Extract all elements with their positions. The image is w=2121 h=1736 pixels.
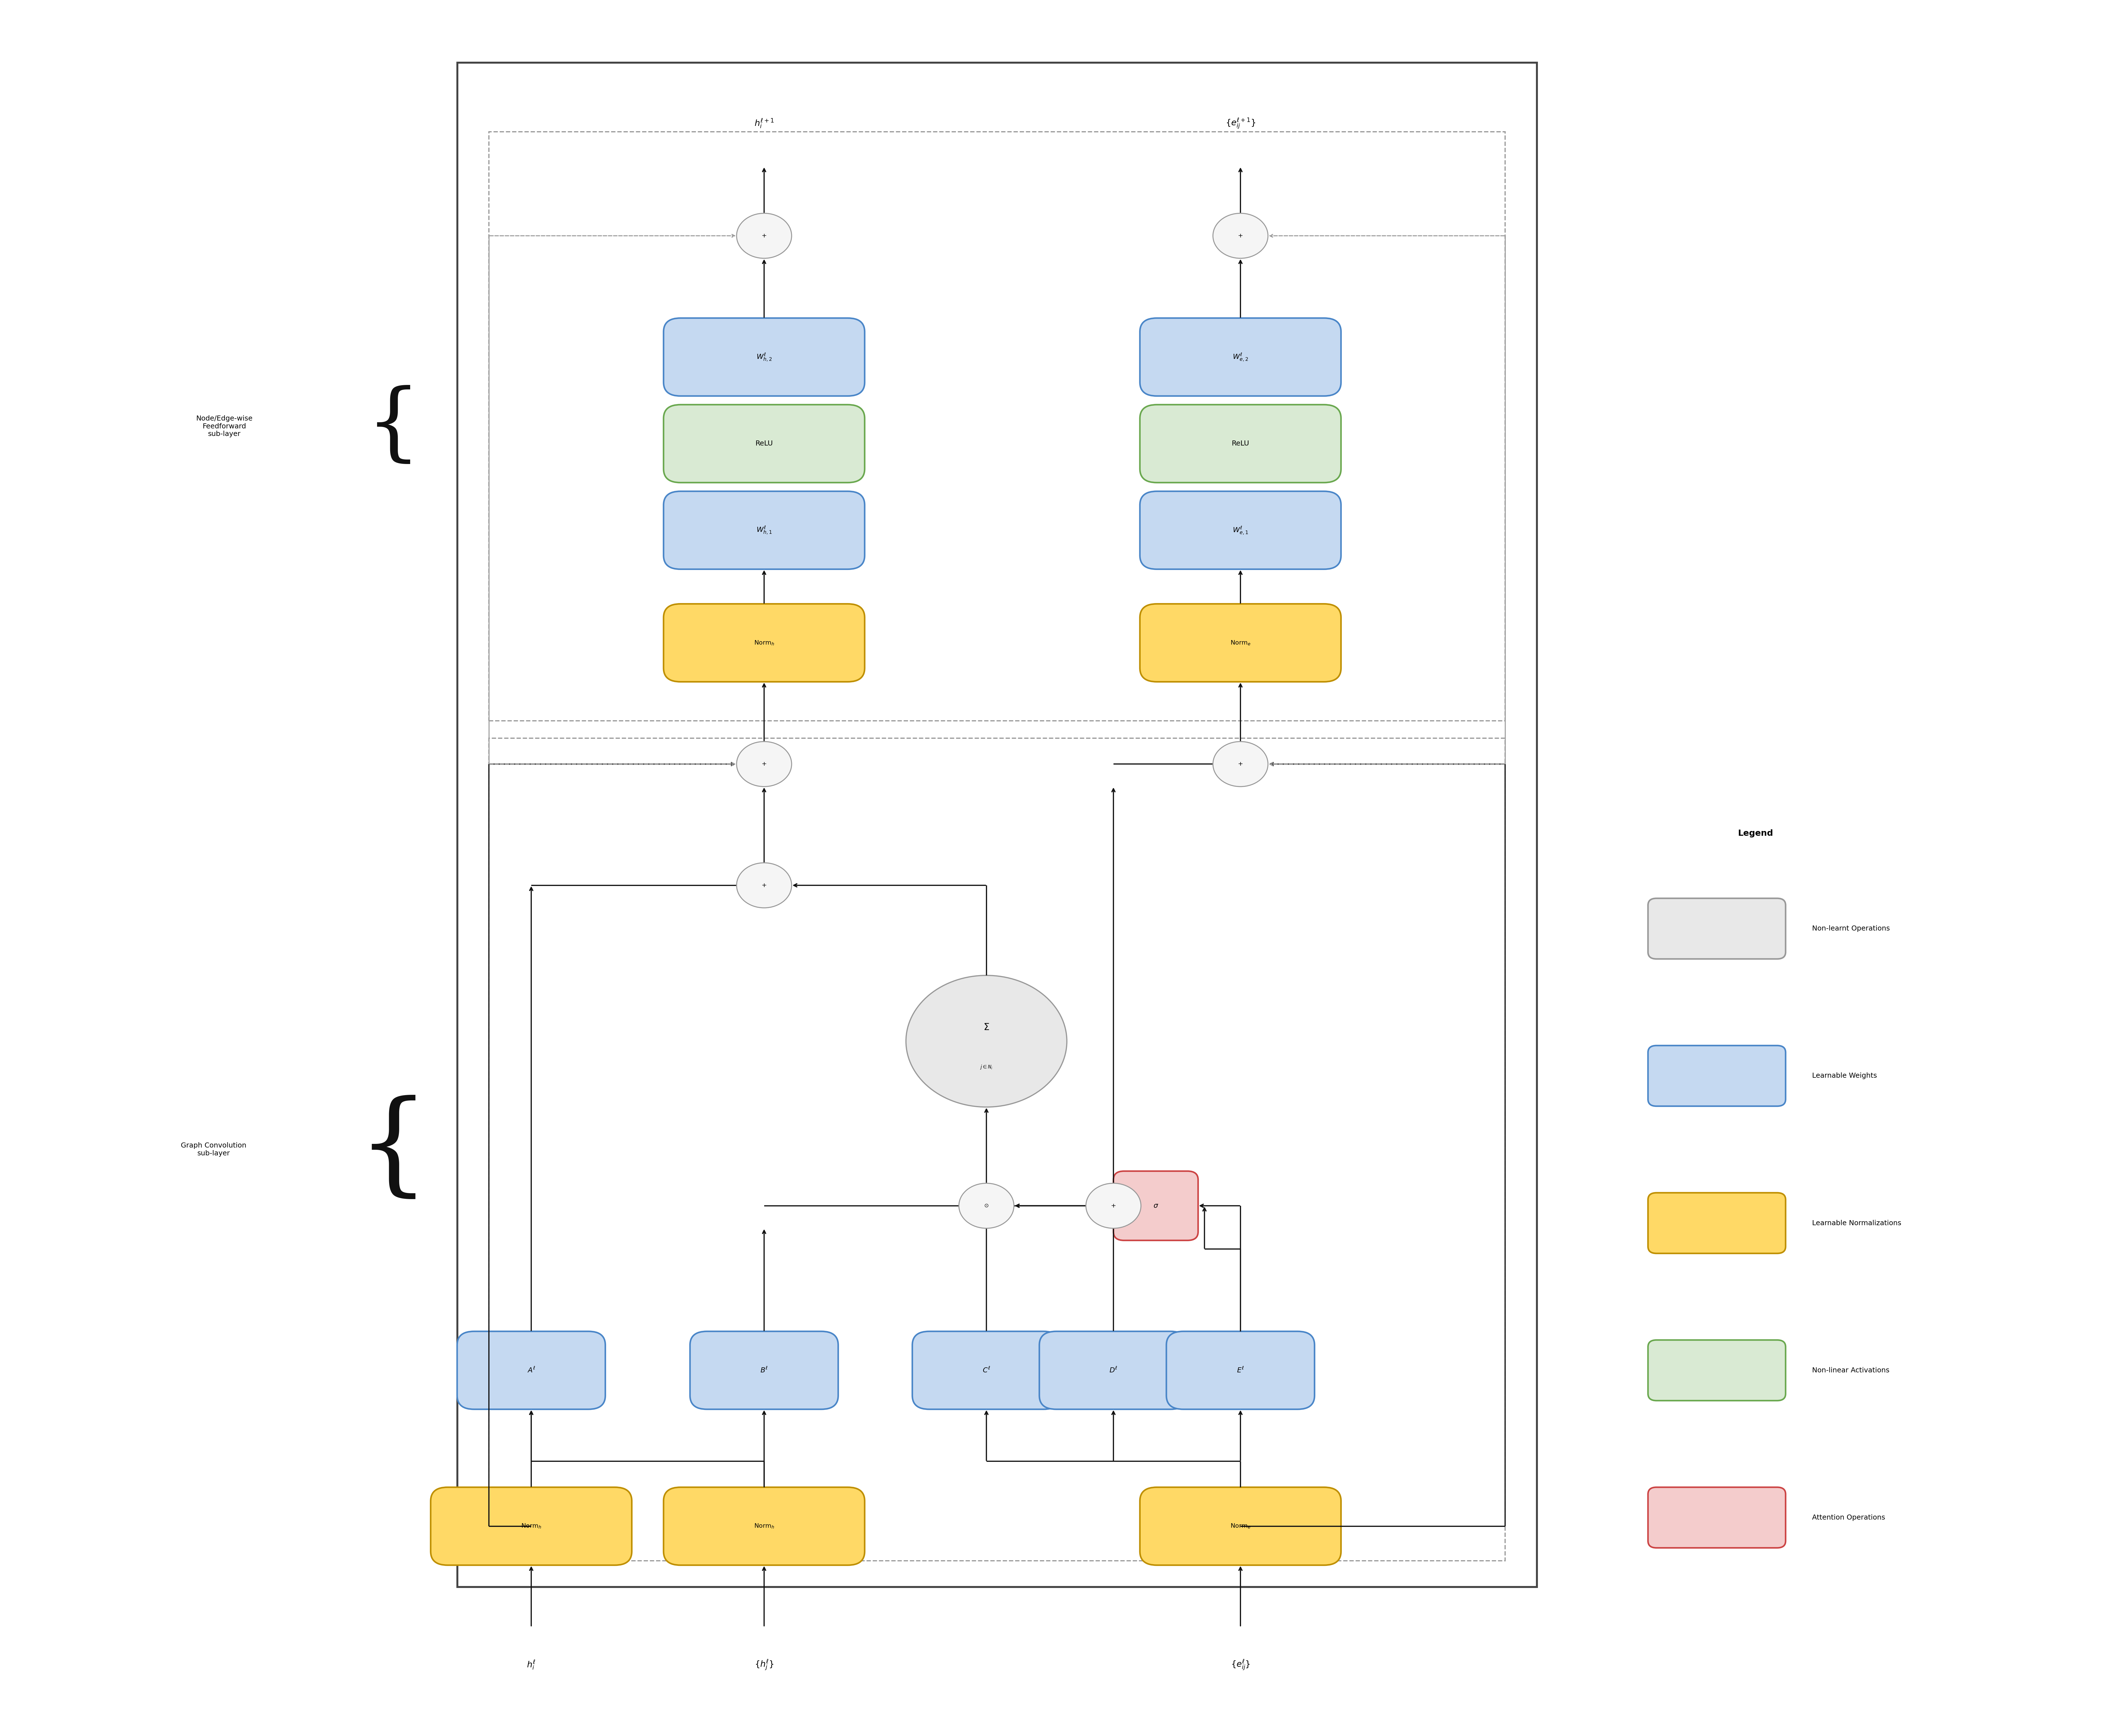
Text: $W_{e,1}^{\ell}$: $W_{e,1}^{\ell}$	[1232, 526, 1249, 535]
FancyBboxPatch shape	[458, 1332, 604, 1410]
Text: $B^{\ell}$: $B^{\ell}$	[759, 1366, 768, 1375]
Text: $W_{h,2}^{\ell}$: $W_{h,2}^{\ell}$	[757, 352, 772, 363]
Text: $\mathrm{Norm}_e$: $\mathrm{Norm}_e$	[1230, 639, 1251, 646]
Text: {: {	[358, 1095, 431, 1205]
Text: $j \in N_i$: $j \in N_i$	[980, 1064, 993, 1071]
FancyBboxPatch shape	[1114, 1172, 1198, 1241]
Text: Graph Convolution
sub-layer: Graph Convolution sub-layer	[180, 1142, 246, 1156]
Text: Legend: Legend	[1737, 830, 1773, 837]
Text: $E^{\ell}$: $E^{\ell}$	[1237, 1366, 1245, 1375]
Text: {: {	[367, 385, 420, 467]
Text: Learnable Normalizations: Learnable Normalizations	[1811, 1220, 1900, 1226]
Text: $\sigma$: $\sigma$	[1154, 1203, 1158, 1210]
Text: $h_i^{\ell}$: $h_i^{\ell}$	[526, 1660, 537, 1670]
FancyBboxPatch shape	[1648, 1488, 1786, 1549]
Text: Non-learnt Operations: Non-learnt Operations	[1811, 925, 1890, 932]
Text: Node/Edge-wise
Feedforward
sub-layer: Node/Edge-wise Feedforward sub-layer	[195, 415, 252, 437]
FancyBboxPatch shape	[431, 1488, 632, 1566]
FancyBboxPatch shape	[1139, 491, 1340, 569]
FancyBboxPatch shape	[912, 1332, 1060, 1410]
FancyBboxPatch shape	[1139, 604, 1340, 682]
Text: $C^{\ell}$: $C^{\ell}$	[982, 1366, 991, 1375]
FancyBboxPatch shape	[1139, 404, 1340, 483]
FancyBboxPatch shape	[664, 604, 865, 682]
Text: $\mathrm{Norm}_e$: $\mathrm{Norm}_e$	[1230, 1522, 1251, 1529]
Text: $\odot$: $\odot$	[984, 1203, 988, 1208]
Circle shape	[959, 1184, 1014, 1229]
Text: $D^{\ell}$: $D^{\ell}$	[1109, 1366, 1118, 1375]
Text: $\{h_j^{\ell}\}$: $\{h_j^{\ell}\}$	[755, 1658, 774, 1672]
Circle shape	[1213, 741, 1268, 786]
FancyBboxPatch shape	[664, 318, 865, 396]
FancyBboxPatch shape	[664, 1488, 865, 1566]
Text: +: +	[761, 233, 766, 238]
Text: $\Sigma$: $\Sigma$	[984, 1023, 988, 1031]
Text: +: +	[761, 882, 766, 889]
FancyBboxPatch shape	[689, 1332, 838, 1410]
Circle shape	[1086, 1184, 1141, 1229]
Circle shape	[736, 741, 791, 786]
Text: Attention Operations: Attention Operations	[1811, 1514, 1886, 1521]
FancyBboxPatch shape	[1648, 1340, 1786, 1401]
Text: $A^{\ell}$: $A^{\ell}$	[528, 1366, 534, 1375]
Text: $W_{h,1}^{\ell}$: $W_{h,1}^{\ell}$	[757, 526, 772, 535]
Text: $\mathrm{Norm}_h$: $\mathrm{Norm}_h$	[753, 1522, 774, 1529]
Text: $\mathrm{Norm}_h$: $\mathrm{Norm}_h$	[522, 1522, 541, 1529]
Text: +: +	[1239, 233, 1243, 238]
FancyBboxPatch shape	[664, 404, 865, 483]
Text: Non-linear Activations: Non-linear Activations	[1811, 1366, 1890, 1373]
FancyBboxPatch shape	[1039, 1332, 1188, 1410]
Text: +: +	[1111, 1203, 1116, 1208]
Text: ReLU: ReLU	[755, 441, 772, 446]
FancyBboxPatch shape	[664, 491, 865, 569]
FancyBboxPatch shape	[1648, 898, 1786, 958]
Text: $h_i^{\ell+1}$: $h_i^{\ell+1}$	[755, 118, 774, 128]
Text: Learnable Weights: Learnable Weights	[1811, 1073, 1877, 1080]
Text: $\{e_{ij}^{\ell+1}\}$: $\{e_{ij}^{\ell+1}\}$	[1226, 116, 1256, 130]
FancyBboxPatch shape	[1139, 318, 1340, 396]
Text: $\mathrm{Norm}_h$: $\mathrm{Norm}_h$	[753, 639, 774, 646]
FancyBboxPatch shape	[1167, 1332, 1315, 1410]
Circle shape	[1213, 214, 1268, 259]
Text: $W_{e,2}^{\ell}$: $W_{e,2}^{\ell}$	[1232, 352, 1249, 363]
FancyBboxPatch shape	[1648, 1045, 1786, 1106]
Circle shape	[906, 976, 1067, 1108]
Circle shape	[736, 863, 791, 908]
Text: ReLU: ReLU	[1232, 441, 1249, 446]
FancyBboxPatch shape	[1648, 1193, 1786, 1253]
FancyBboxPatch shape	[1139, 1488, 1340, 1566]
Text: +: +	[1239, 762, 1243, 767]
Circle shape	[736, 214, 791, 259]
Text: +: +	[761, 762, 766, 767]
Text: $\{e_{ij}^{\ell}\}$: $\{e_{ij}^{\ell}\}$	[1230, 1658, 1249, 1672]
